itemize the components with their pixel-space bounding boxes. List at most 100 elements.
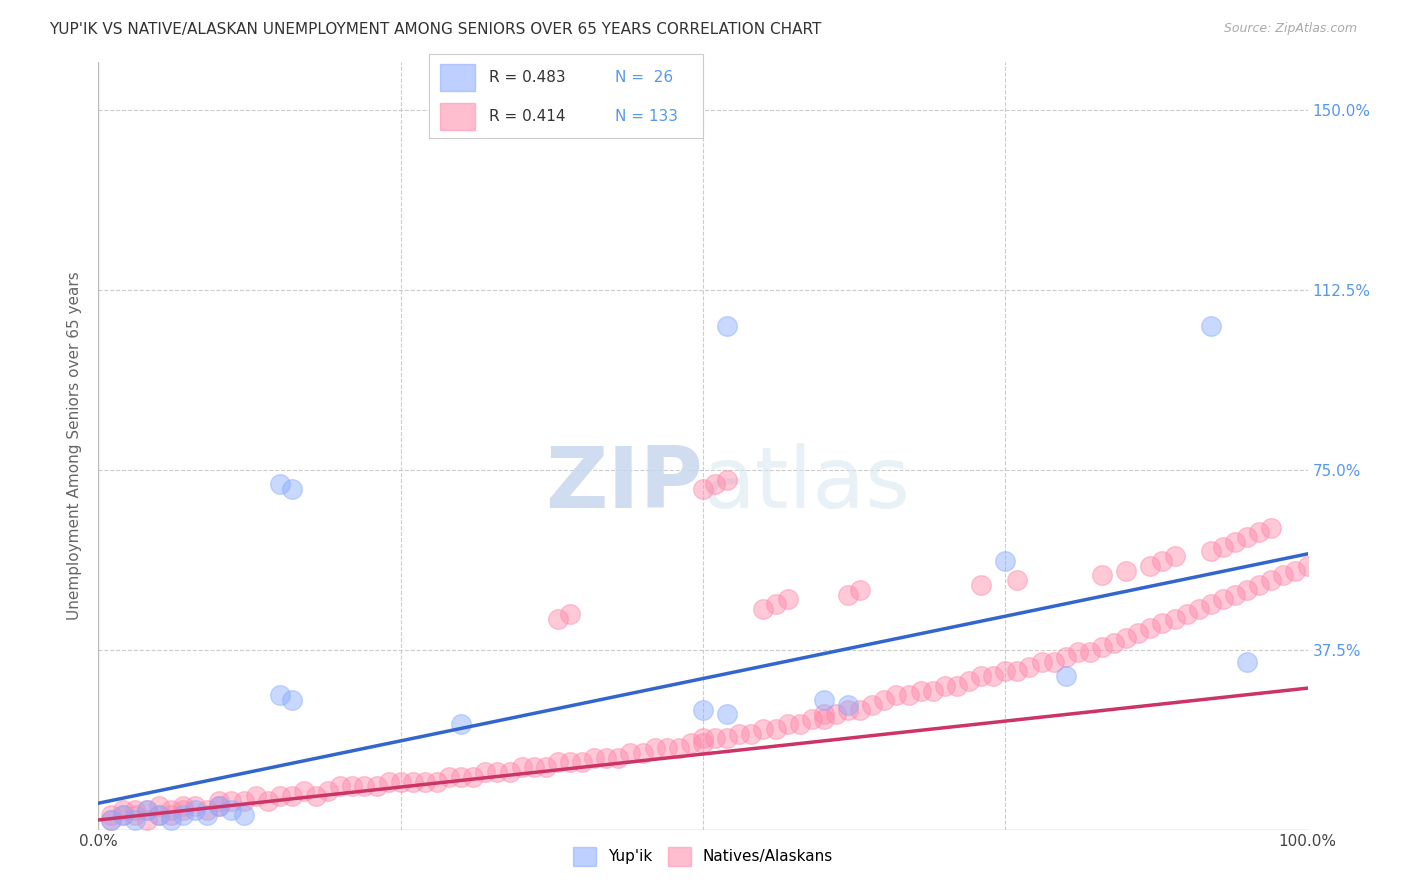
- Point: [873, 693, 896, 707]
- Point: [1249, 525, 1271, 540]
- Point: [1199, 597, 1222, 611]
- Point: [135, 804, 157, 818]
- Point: [558, 607, 581, 621]
- Point: [221, 804, 243, 818]
- Point: [1007, 665, 1029, 679]
- Text: R = 0.483: R = 0.483: [489, 70, 565, 85]
- Point: [897, 689, 920, 703]
- Point: [160, 804, 183, 818]
- Point: [1188, 602, 1211, 616]
- Point: [1163, 612, 1185, 626]
- Text: ZIP: ZIP: [546, 442, 703, 526]
- Point: [1139, 558, 1161, 573]
- Point: [256, 794, 278, 808]
- Point: [825, 707, 848, 722]
- Point: [1212, 540, 1234, 554]
- Point: [752, 722, 775, 736]
- Point: [402, 774, 425, 789]
- Text: R = 0.414: R = 0.414: [489, 109, 565, 124]
- Point: [800, 712, 823, 726]
- Point: [813, 707, 835, 722]
- Point: [655, 741, 678, 756]
- Point: [970, 669, 993, 683]
- Point: [776, 592, 799, 607]
- Point: [595, 750, 617, 764]
- Point: [607, 750, 630, 764]
- Point: [1236, 582, 1258, 597]
- Point: [934, 679, 956, 693]
- Point: [994, 665, 1017, 679]
- Point: [1139, 621, 1161, 635]
- Point: [292, 784, 315, 798]
- Point: [450, 770, 472, 784]
- Point: [1007, 574, 1029, 588]
- Point: [716, 707, 738, 722]
- Point: [1091, 640, 1114, 655]
- Point: [305, 789, 328, 803]
- Point: [1115, 631, 1137, 645]
- Point: [208, 798, 231, 813]
- Point: [849, 703, 872, 717]
- Point: [208, 798, 231, 813]
- Point: [148, 808, 170, 822]
- Point: [172, 798, 194, 813]
- Point: [1054, 669, 1077, 683]
- Point: [100, 813, 122, 827]
- Point: [837, 703, 859, 717]
- Point: [970, 578, 993, 592]
- Point: [547, 612, 569, 626]
- Text: Source: ZipAtlas.com: Source: ZipAtlas.com: [1223, 22, 1357, 36]
- Point: [1152, 554, 1174, 568]
- Point: [498, 765, 520, 780]
- Point: [558, 756, 581, 770]
- Point: [776, 717, 799, 731]
- Point: [195, 808, 218, 822]
- Point: [849, 582, 872, 597]
- Point: [172, 808, 194, 822]
- Bar: [440, 103, 475, 130]
- Point: [692, 703, 714, 717]
- Point: [1031, 655, 1053, 669]
- Bar: [440, 63, 475, 91]
- Point: [160, 808, 183, 822]
- Point: [111, 808, 134, 822]
- Point: [135, 804, 157, 818]
- Point: [269, 789, 291, 803]
- Point: [437, 770, 460, 784]
- Point: [486, 765, 509, 780]
- Point: [679, 736, 702, 750]
- Point: [789, 717, 811, 731]
- Point: [910, 683, 932, 698]
- Point: [281, 789, 304, 803]
- Point: [1067, 645, 1090, 659]
- Point: [619, 746, 641, 760]
- Point: [474, 765, 496, 780]
- Point: [208, 794, 231, 808]
- Point: [316, 784, 339, 798]
- Point: [981, 669, 1004, 683]
- Point: [692, 482, 714, 496]
- Point: [135, 813, 157, 827]
- Point: [184, 804, 207, 818]
- Point: [232, 808, 254, 822]
- Point: [342, 780, 364, 794]
- Point: [813, 712, 835, 726]
- Point: [1091, 568, 1114, 582]
- Point: [668, 741, 690, 756]
- Point: [1260, 520, 1282, 534]
- Point: [160, 813, 183, 827]
- Point: [837, 588, 859, 602]
- Point: [946, 679, 969, 693]
- Point: [692, 731, 714, 746]
- Text: N = 133: N = 133: [616, 109, 678, 124]
- Text: N =  26: N = 26: [616, 70, 673, 85]
- Point: [245, 789, 267, 803]
- Point: [124, 808, 146, 822]
- Point: [413, 774, 436, 789]
- Point: [523, 760, 546, 774]
- Point: [1175, 607, 1198, 621]
- Point: [1078, 645, 1101, 659]
- Point: [886, 689, 908, 703]
- Point: [534, 760, 557, 774]
- Point: [1199, 319, 1222, 334]
